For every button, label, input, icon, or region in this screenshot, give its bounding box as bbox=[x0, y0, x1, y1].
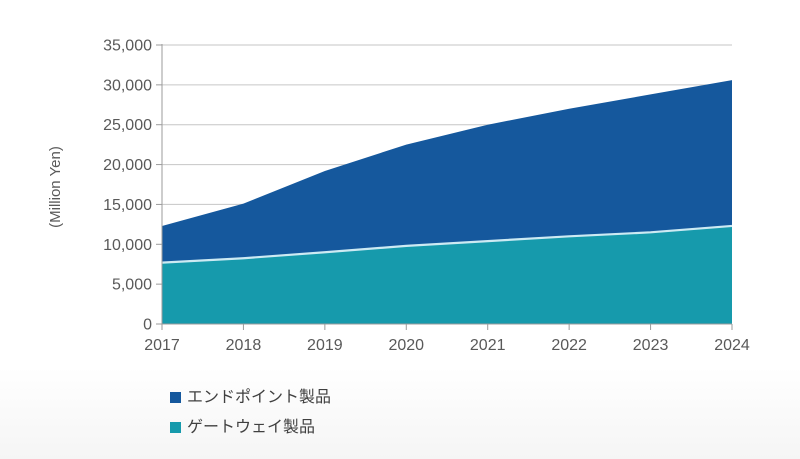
y-tick-label: 0 bbox=[143, 317, 152, 334]
y-tick-label: 5,000 bbox=[112, 277, 152, 294]
y-tick-label: 20,000 bbox=[103, 157, 152, 174]
x-tick-label: 2017 bbox=[144, 337, 180, 354]
y-tick-label: 10,000 bbox=[103, 237, 152, 254]
axes-layer bbox=[156, 44, 733, 330]
x-tick-label: 2018 bbox=[226, 337, 262, 354]
series-separator-line bbox=[161, 224, 733, 264]
x-tick-label: 2019 bbox=[307, 337, 343, 354]
legend-item-endpoint: エンドポイント製品 bbox=[170, 386, 331, 409]
x-tick-label: 2024 bbox=[714, 337, 750, 354]
x-tick-label: 2023 bbox=[633, 337, 669, 354]
area-gateway-series bbox=[162, 225, 732, 324]
tick-labels-layer: 0 5,000 10,000 15,000 20,000 25,000 30,000 35,0… bbox=[103, 38, 750, 355]
y-axis-unit-label: (Million Yen) bbox=[47, 146, 64, 228]
legend-swatch-endpoint bbox=[170, 392, 181, 403]
area-endpoint-series bbox=[162, 80, 732, 263]
x-tick-label: 2021 bbox=[470, 337, 506, 354]
x-tick-label: 2020 bbox=[388, 337, 424, 354]
y-tick-label: 35,000 bbox=[103, 38, 152, 55]
legend-swatch-gateway bbox=[170, 422, 181, 433]
x-tick-label: 2022 bbox=[551, 337, 587, 354]
legend-label-endpoint: エンドポイント製品 bbox=[187, 388, 332, 406]
legend: エンドポイント製品 ゲートウェイ製品 bbox=[170, 386, 331, 439]
y-tick-label: 25,000 bbox=[103, 117, 152, 134]
y-tick-label: 30,000 bbox=[103, 77, 152, 94]
legend-label-gateway: ゲートウェイ製品 bbox=[187, 418, 316, 436]
area-series-layer bbox=[161, 80, 733, 324]
legend-item-gateway: ゲートウェイ製品 bbox=[170, 416, 331, 439]
y-tick-label: 15,000 bbox=[103, 197, 152, 214]
